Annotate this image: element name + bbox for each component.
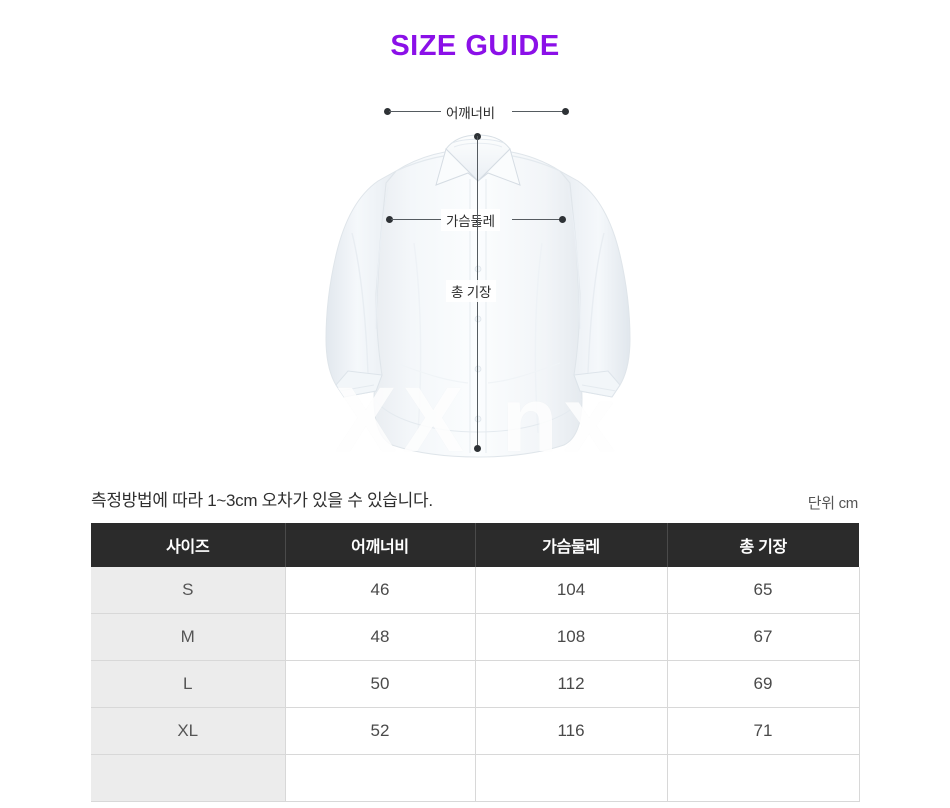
chest-dot-right xyxy=(559,216,566,223)
chest-line-left xyxy=(391,219,441,220)
unit-label: 단위 cm xyxy=(807,495,859,512)
chest-line-right xyxy=(512,219,562,220)
cell-size: XL xyxy=(91,707,286,755)
cell-chest xyxy=(475,754,668,802)
table-header-row: 사이즈 어깨너비 가슴둘레 총 기장 xyxy=(91,523,859,567)
cell-size: L xyxy=(91,660,286,708)
cell-length xyxy=(667,754,860,802)
table-row xyxy=(91,754,860,802)
length-label: 총 기장 xyxy=(446,280,497,302)
cell-shoulder: 46 xyxy=(285,567,476,614)
cell-chest: 104 xyxy=(475,567,668,614)
cell-size xyxy=(91,754,286,802)
cell-shoulder: 50 xyxy=(285,660,476,708)
length-dot-bottom xyxy=(474,445,481,452)
cell-size: S xyxy=(91,567,286,614)
chest-label: 가슴둘레 xyxy=(441,209,500,231)
table-row: L 50 112 69 xyxy=(91,660,860,708)
cell-shoulder: 48 xyxy=(285,613,476,661)
shoulder-dot-right xyxy=(562,108,569,115)
cell-chest: 108 xyxy=(475,613,668,661)
header-shoulder: 어깨너비 xyxy=(285,523,476,567)
shoulder-line-right xyxy=(512,111,565,112)
cell-shoulder: 52 xyxy=(285,707,476,755)
product-diagram: XX nx 어깨너비 가슴둘레 총 기장 xyxy=(0,95,950,475)
table-row: XL 52 116 71 xyxy=(91,707,860,755)
shoulder-dot-left xyxy=(384,108,391,115)
shirt-illustration xyxy=(325,134,631,458)
cell-chest: 112 xyxy=(475,660,668,708)
cell-size: M xyxy=(91,613,286,661)
cell-length: 65 xyxy=(667,567,860,614)
measurement-note: 측정방법에 따라 1~3cm 오차가 있을 수 있습니다. xyxy=(91,491,433,510)
header-chest: 가슴둘레 xyxy=(475,523,668,567)
page-title: SIZE GUIDE xyxy=(390,30,560,62)
shoulder-label: 어깨너비 xyxy=(441,101,500,123)
cell-length: 71 xyxy=(667,707,860,755)
shoulder-line-left xyxy=(389,111,441,112)
size-table: 사이즈 어깨너비 가슴둘레 총 기장 S 46 104 65 M 48 108 … xyxy=(91,523,860,802)
header-length: 총 기장 xyxy=(667,523,859,567)
cell-length: 69 xyxy=(667,660,860,708)
cell-shoulder xyxy=(285,754,476,802)
table-row: M 48 108 67 xyxy=(91,613,860,661)
cell-length: 67 xyxy=(667,613,860,661)
table-row: S 46 104 65 xyxy=(91,567,860,614)
cell-chest: 116 xyxy=(475,707,668,755)
chest-dot-left xyxy=(386,216,393,223)
header-size: 사이즈 xyxy=(91,523,286,567)
